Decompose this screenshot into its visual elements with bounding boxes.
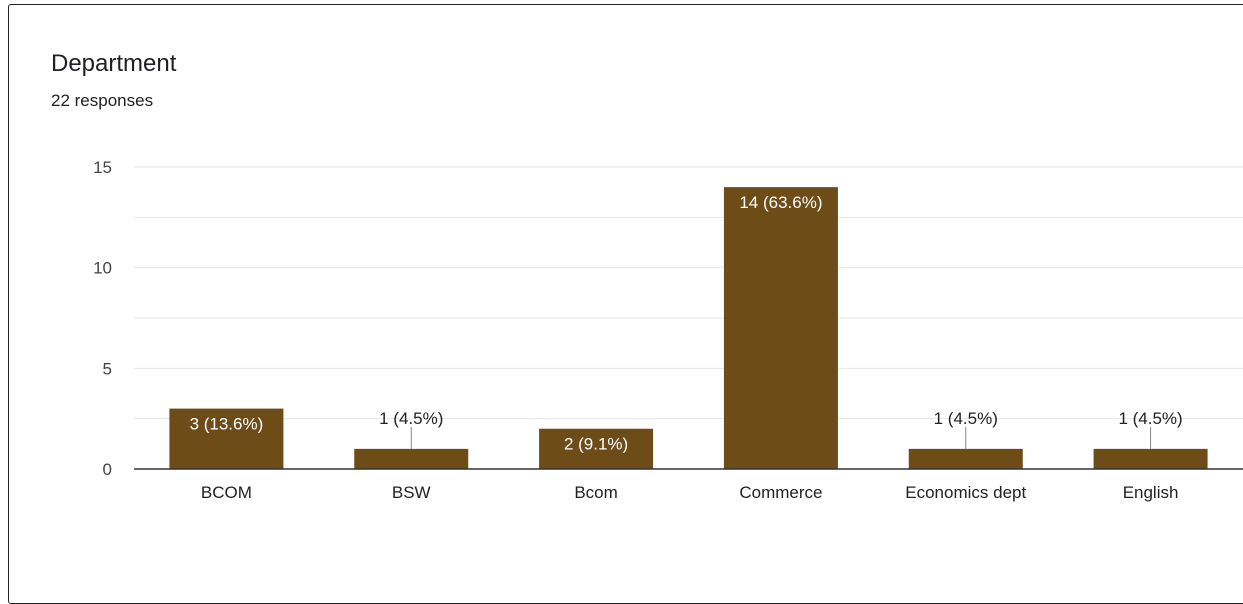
x-category-label: BSW (392, 483, 431, 502)
data-label: 3 (13.6%) (190, 415, 264, 434)
x-category-label: Commerce (739, 483, 822, 502)
y-tick-label: 15 (93, 158, 112, 177)
bar[interactable] (354, 448, 469, 469)
x-category-label: BCOM (201, 483, 252, 502)
x-category-label: English (1123, 483, 1179, 502)
response-count: 22 responses (51, 91, 154, 110)
bar[interactable] (1093, 448, 1208, 469)
bar[interactable] (169, 408, 284, 469)
x-category-label: Bcom (574, 483, 617, 502)
bar[interactable] (539, 428, 654, 469)
data-label: 1 (4.5%) (1118, 409, 1182, 428)
bar[interactable] (908, 448, 1023, 469)
data-label: 2 (9.1%) (564, 435, 628, 454)
y-tick-label: 0 (103, 460, 112, 479)
x-category-label: Economics dept (905, 483, 1026, 502)
chart-title: Department (51, 50, 177, 77)
bar[interactable] (723, 187, 838, 469)
data-label: 14 (63.6%) (739, 193, 822, 212)
data-label: 1 (4.5%) (379, 409, 443, 428)
y-tick-label: 5 (103, 359, 112, 378)
chart-card (8, 4, 1243, 604)
data-label: 1 (4.5%) (934, 409, 998, 428)
y-tick-label: 10 (93, 259, 112, 278)
